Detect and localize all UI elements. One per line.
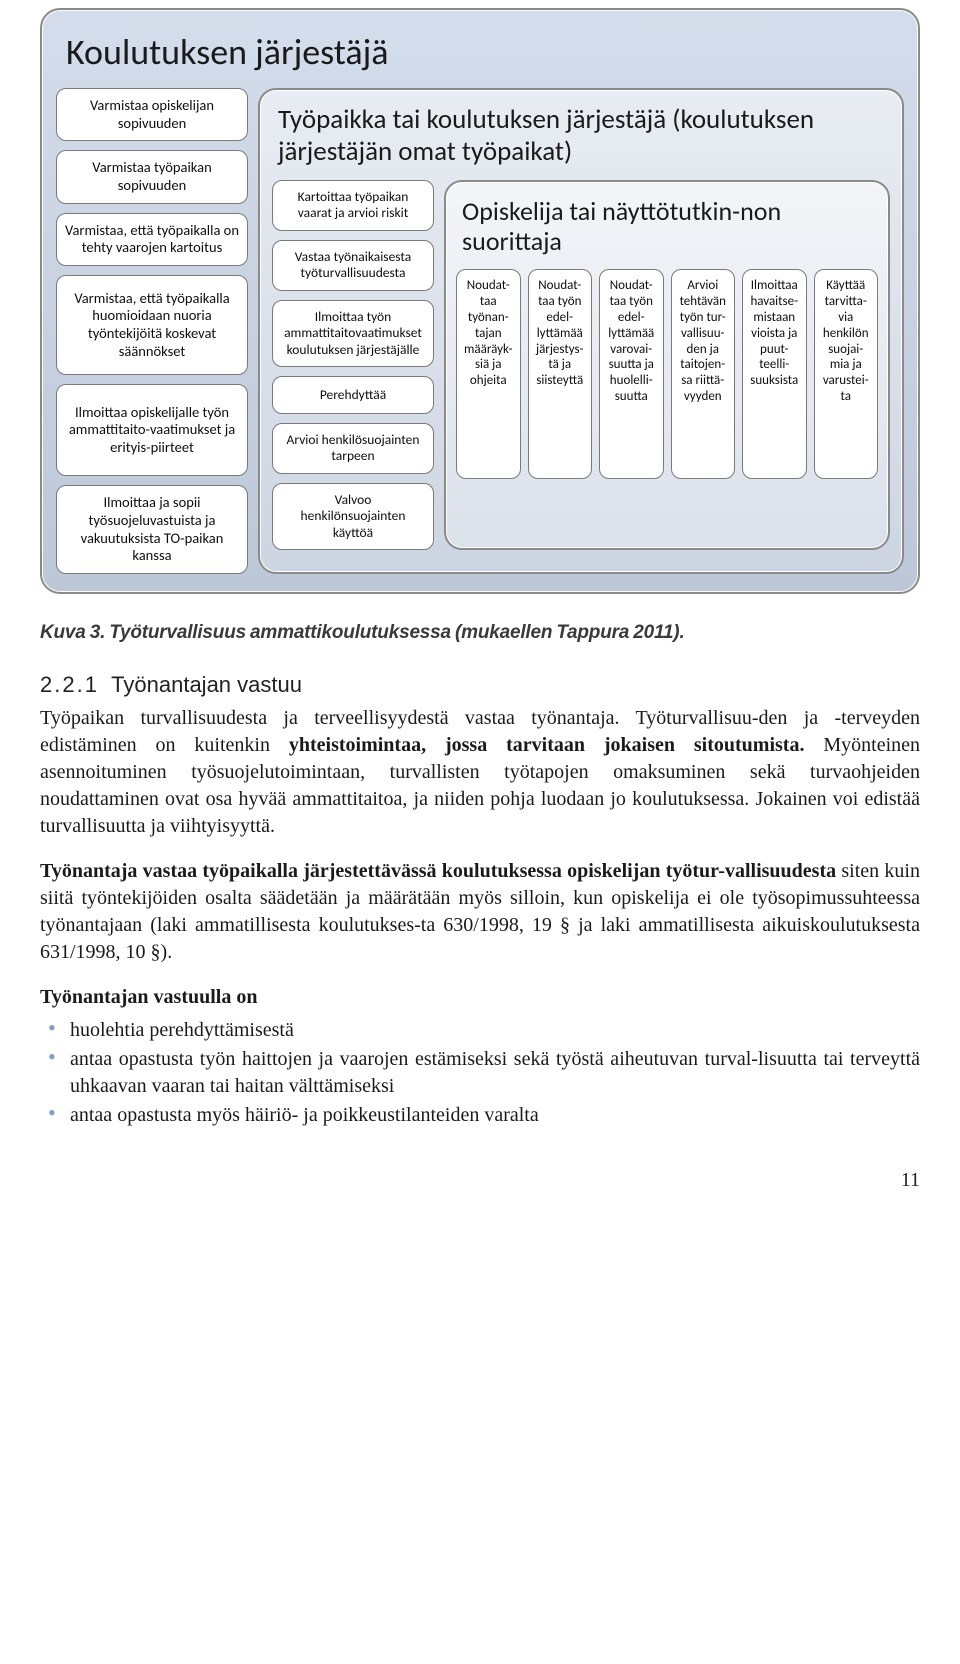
paragraph-2: Työnantaja vastaa työpaikalla järjestett… xyxy=(40,858,920,966)
inner-cell: Arvioi tehtävän työn tur-vallisuu-den ja… xyxy=(671,269,736,479)
outer-cell: Varmistaa opiskelijan sopivuuden xyxy=(56,88,248,141)
section-number: 2.2.1 xyxy=(40,672,99,697)
responsibility-list: huolehtia perehdyttämisestä antaa opastu… xyxy=(40,1017,920,1129)
figure-caption: Kuva 3. Työturvallisuus ammattikoulutuks… xyxy=(40,620,920,646)
section-title: Työnantajan vastuu xyxy=(111,672,302,697)
list-item: huolehtia perehdyttämisestä xyxy=(40,1017,920,1044)
mid-cell: Perehdyttää xyxy=(272,376,434,414)
page-number: 11 xyxy=(40,1169,920,1192)
outer-cells-column: Varmistaa opiskelijan sopivuuden Varmist… xyxy=(56,88,248,574)
section-heading: 2.2.1 Työnantajan vastuu xyxy=(40,670,920,700)
inner-cells-row: Noudat-taa työnan-tajan määräyk-siä ja o… xyxy=(456,269,878,479)
inner-cell: Noudat-taa työnan-tajan määräyk-siä ja o… xyxy=(456,269,521,479)
mid-cell: Vastaa työnaikaisesta työturvallisuudest… xyxy=(272,240,434,291)
list-item: antaa opastusta työn haittojen ja vaaroj… xyxy=(40,1046,920,1100)
diagram-outer-title: Koulutuksen järjestäjä xyxy=(56,24,904,88)
diagram-inner-title: Opiskelija tai näyttötutkin-non suoritta… xyxy=(456,192,878,269)
mid-cells-column: Kartoittaa työpaikan vaarat ja arvioi ri… xyxy=(272,180,434,551)
mid-cell: Kartoittaa työpaikan vaarat ja arvioi ri… xyxy=(272,180,434,231)
mid-cell: Ilmoittaa työn ammattitaitovaatimukset k… xyxy=(272,300,434,367)
list-heading: Työnantajan vastuulla on xyxy=(40,984,920,1011)
outer-cell: Ilmoittaa opiskelijalle työn ammattitait… xyxy=(56,384,248,476)
inner-cell: Noudat-taa työn edel-lyttämää järjestys-… xyxy=(528,269,593,479)
list-item: antaa opastusta myös häiriö- ja poikkeus… xyxy=(40,1102,920,1129)
inner-cell: Käyttää tarvitta-via henkilön suojai-mia… xyxy=(814,269,879,479)
body-text: Kuva 3. Työturvallisuus ammattikoulutuks… xyxy=(40,620,920,1129)
responsibility-diagram: Koulutuksen järjestäjä Varmistaa opiskel… xyxy=(40,8,920,594)
para2-bold: Työnantaja vastaa työpaikalla järjestett… xyxy=(40,860,836,882)
inner-cell: Noudat-taa työn edel-lyttämää varovai-su… xyxy=(599,269,664,479)
mid-cell: Arvioi henkilösuojainten tarpeen xyxy=(272,423,434,474)
outer-cell: Ilmoittaa ja sopii työsuojeluvastuista j… xyxy=(56,485,248,574)
paragraph-1: Työpaikan turvallisuudesta ja terveellis… xyxy=(40,705,920,840)
para1-bold: yhteistoimintaa, jossa tarvitaan jokaise… xyxy=(289,734,805,756)
outer-cell: Varmistaa työpaikan sopivuuden xyxy=(56,150,248,203)
outer-cell: Varmistaa, että työpaikalla on tehty vaa… xyxy=(56,213,248,266)
outer-cell: Varmistaa, että työpaikalla huomioidaan … xyxy=(56,275,248,375)
mid-cell: Valvoo henkilönsuojainten käyttöä xyxy=(272,483,434,550)
student-panel: Opiskelija tai näyttötutkin-non suoritta… xyxy=(444,180,890,551)
diagram-mid-title: Työpaikka tai koulutuksen järjestäjä (ko… xyxy=(272,100,890,180)
workplace-panel: Työpaikka tai koulutuksen järjestäjä (ko… xyxy=(258,88,904,574)
inner-cell: Ilmoittaa havaitse-mistaan vioista ja pu… xyxy=(742,269,807,479)
